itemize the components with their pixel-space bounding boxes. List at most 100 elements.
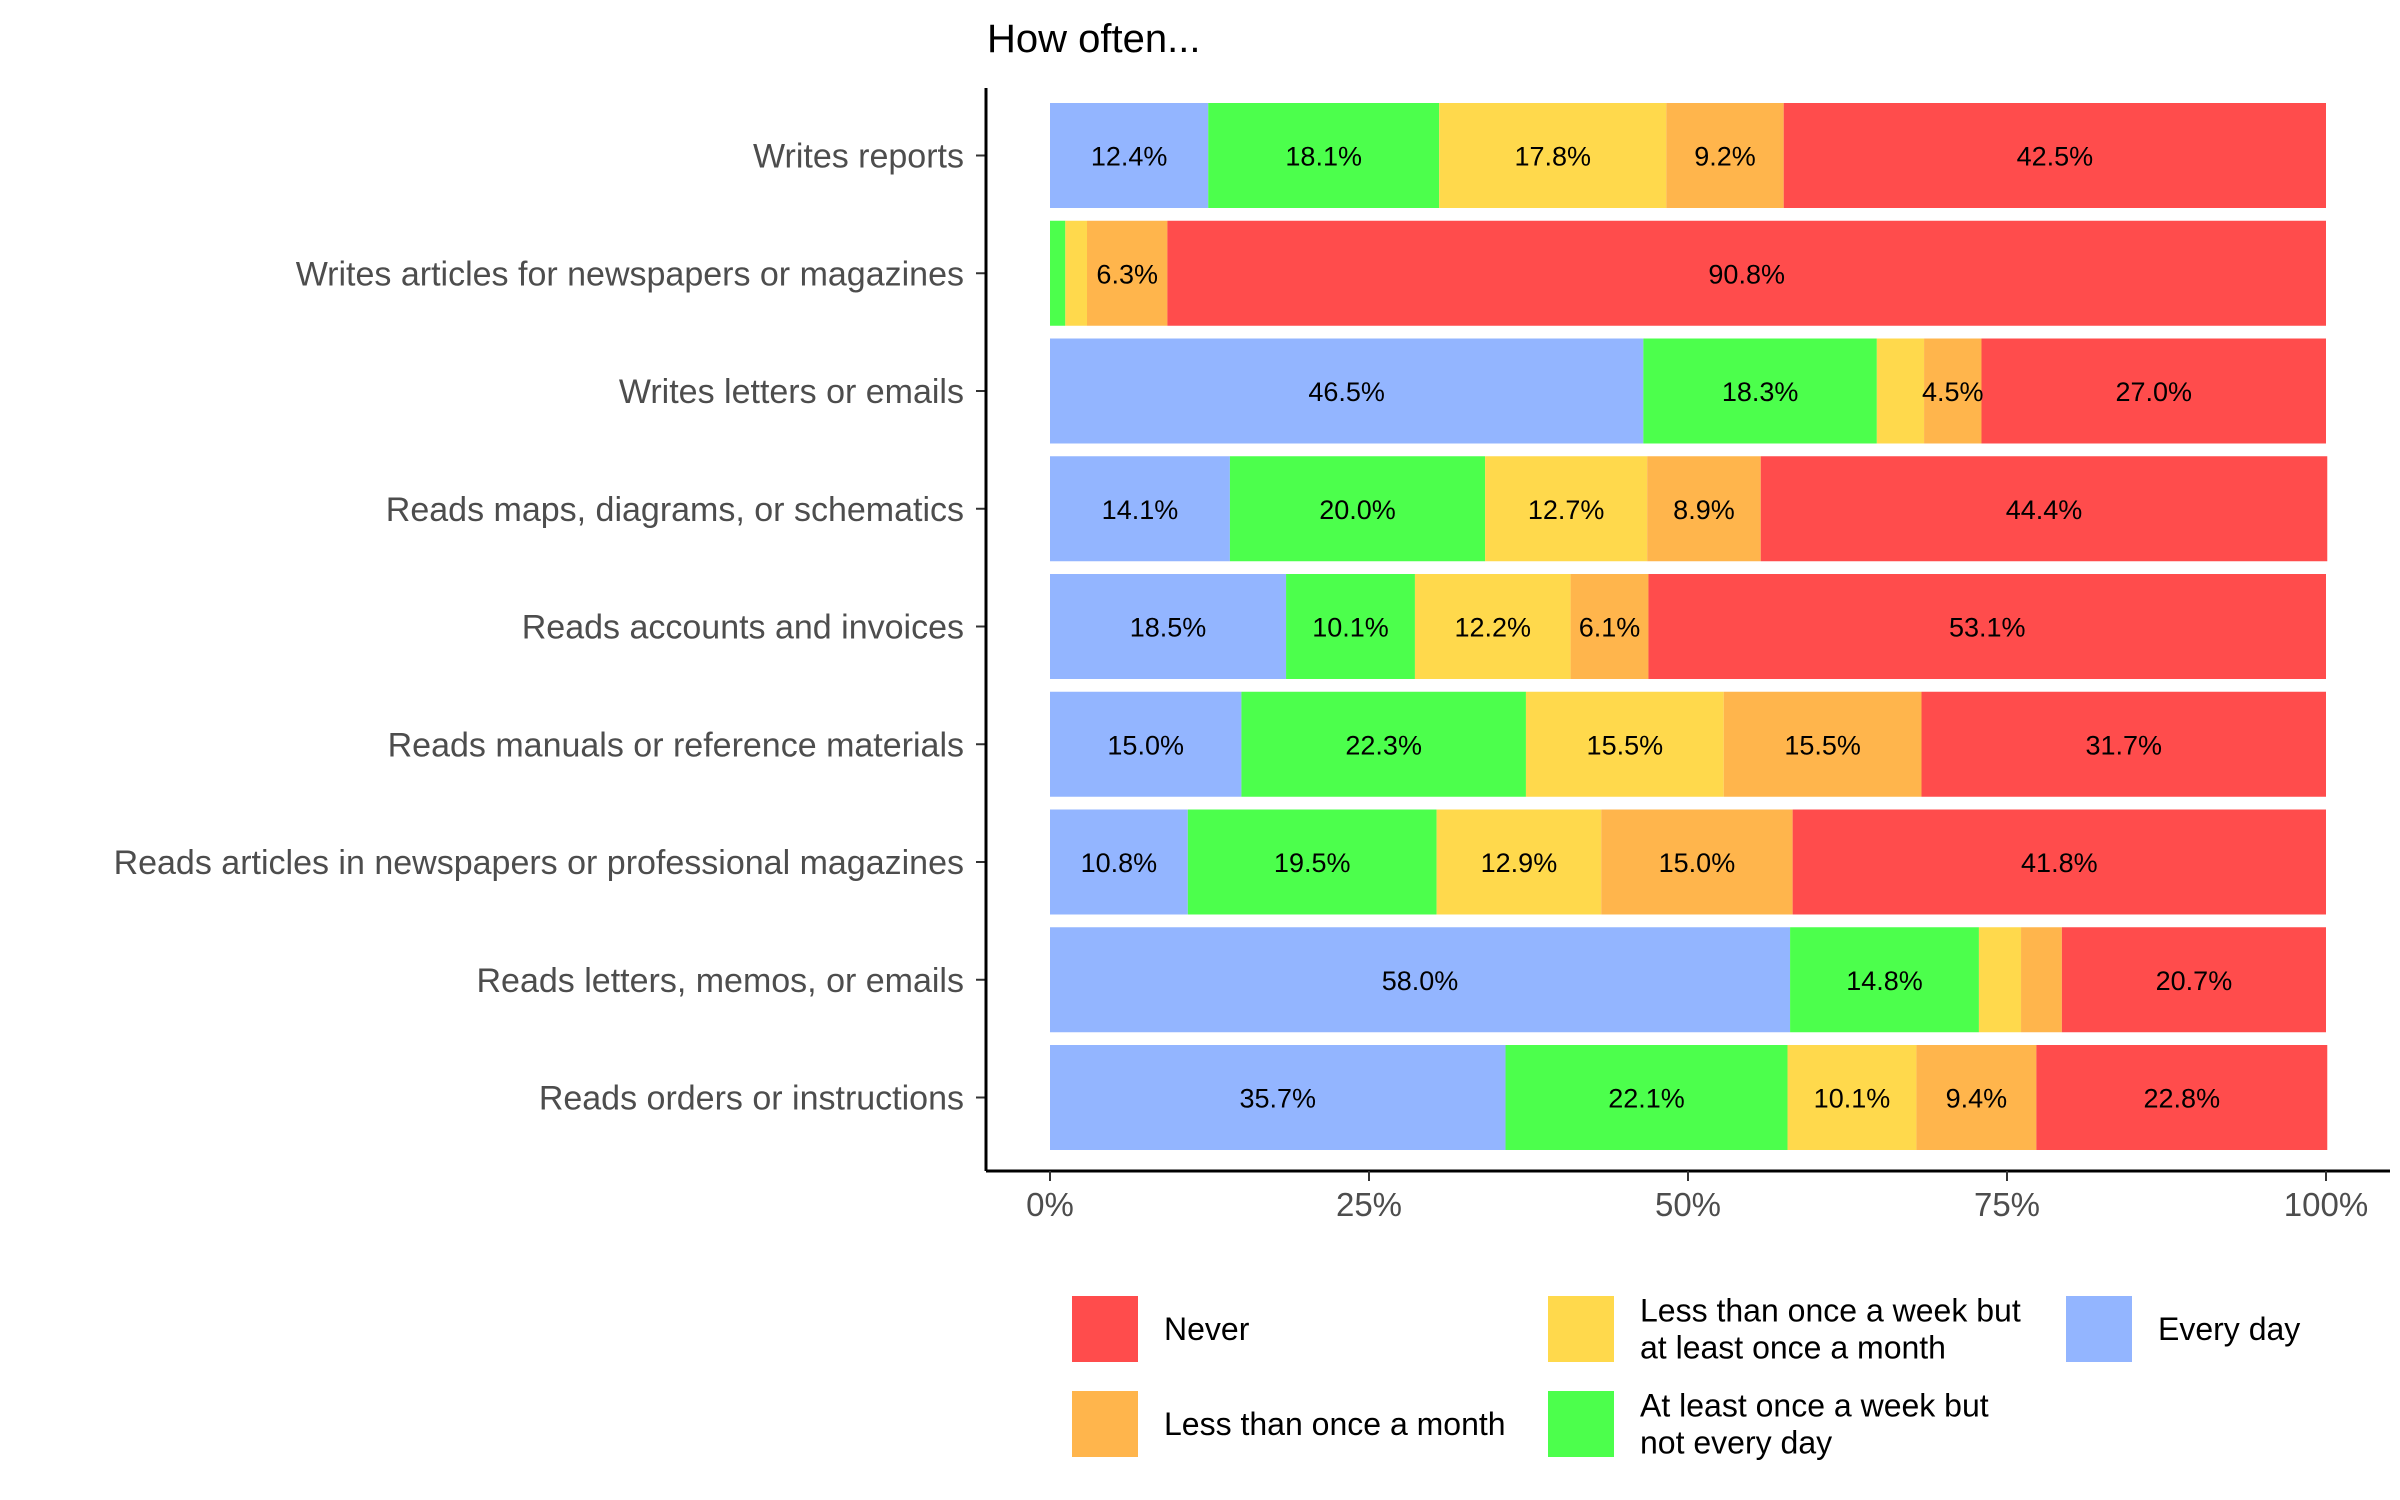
x-tick-label: 75% xyxy=(1974,1186,2040,1223)
category-label: Reads articles in newspapers or professi… xyxy=(114,844,964,882)
category-label: Reads accounts and invoices xyxy=(522,609,964,647)
bar-segment xyxy=(1916,1045,2037,1150)
segment-label: 10.8% xyxy=(1081,848,1158,878)
segment-label: 6.3% xyxy=(1096,259,1158,289)
legend-key xyxy=(1548,1391,1614,1457)
segment-label: 15.0% xyxy=(1107,730,1184,760)
segment-label: 6.1% xyxy=(1579,613,1641,643)
segment-label: 20.0% xyxy=(1319,495,1396,525)
bar-segment xyxy=(2061,927,2326,1033)
segment-label: 15.5% xyxy=(1587,730,1664,760)
category-label: Writes reports xyxy=(753,138,964,176)
segment-label: 22.8% xyxy=(2144,1084,2221,1114)
bar-segment xyxy=(1666,103,1784,208)
segment-label: 12.4% xyxy=(1091,142,1168,172)
bar-segment xyxy=(1050,220,1066,326)
segment-label: 18.1% xyxy=(1285,142,1362,172)
segment-label: 12.9% xyxy=(1481,848,1558,878)
bar-segment xyxy=(1439,103,1667,208)
category-label: Writes articles for newspapers or magazi… xyxy=(296,255,964,293)
bar-segment xyxy=(1050,1045,1506,1150)
segment-label: 18.3% xyxy=(1722,377,1799,407)
segment-label: 8.9% xyxy=(1673,495,1735,525)
segment-label: 17.8% xyxy=(1514,142,1591,172)
legend-label: Every day xyxy=(2158,1311,2300,1347)
segment-label: 46.5% xyxy=(1308,377,1385,407)
segment-label: 10.1% xyxy=(1312,613,1389,643)
bar-segment xyxy=(1783,103,2326,208)
bar-segment xyxy=(1924,338,1982,444)
bar-segment xyxy=(1187,809,1437,915)
segment-label: 9.2% xyxy=(1694,142,1756,172)
bar-segment xyxy=(1760,456,2328,562)
bar-segment xyxy=(1050,338,1644,444)
bar-segment xyxy=(1065,220,1088,326)
category-label: Reads letters, memos, or emails xyxy=(477,962,965,1000)
bar-segment xyxy=(1981,338,2326,444)
bar-segment xyxy=(1787,1045,1917,1150)
legend-key xyxy=(2066,1296,2132,1362)
legend-label: Less than once a week but xyxy=(1640,1293,2021,1329)
bar-segment xyxy=(1167,220,2326,326)
legend-label: Never xyxy=(1164,1311,1250,1347)
bar-segment xyxy=(1505,1045,1788,1150)
segment-label: 35.7% xyxy=(1239,1084,1316,1114)
category-label: Reads manuals or reference materials xyxy=(388,726,964,764)
legend-label: at least once a month xyxy=(1640,1330,1946,1366)
segment-label: 90.8% xyxy=(1708,259,1785,289)
bar-segment xyxy=(1050,927,1791,1033)
legend: Never Less than once a month Less than onc… xyxy=(1072,1293,2300,1461)
bar-segment xyxy=(1723,691,1922,797)
x-tick-label: 0% xyxy=(1026,1186,1074,1223)
bar-segment xyxy=(1241,691,1526,797)
axes-group: 0% 25% 50% 75% 100% xyxy=(976,88,2390,1223)
x-tick-label: 100% xyxy=(2284,1186,2368,1223)
segment-label: 19.5% xyxy=(1274,848,1351,878)
bar-segment xyxy=(1647,456,1761,562)
x-tick-label: 25% xyxy=(1336,1186,1402,1223)
legend-key xyxy=(1072,1296,1138,1362)
bar-segment xyxy=(1525,691,1724,797)
legend-label: not every day xyxy=(1640,1425,1832,1461)
segment-label: 53.1% xyxy=(1949,613,2026,643)
x-tick-label: 50% xyxy=(1655,1186,1721,1223)
segment-label: 58.0% xyxy=(1382,966,1459,996)
bar-segment xyxy=(1921,691,2326,797)
bar-segment xyxy=(1601,809,1793,915)
segment-label: 12.2% xyxy=(1454,613,1531,643)
bar-segment xyxy=(1050,809,1188,915)
bar-segment xyxy=(1050,691,1242,797)
segment-label: 14.8% xyxy=(1846,966,1923,996)
segment-label: 20.7% xyxy=(2156,966,2233,996)
bar-segment xyxy=(1648,574,2326,679)
segment-label: 12.7% xyxy=(1528,495,1605,525)
category-label: Writes letters or emails xyxy=(619,373,964,411)
category-labels-group: Writes reports Writes articles for newspa… xyxy=(114,138,964,1118)
segment-labels-group: 12.4% 18.1% 17.8% 9.2% 42.5% 6.3% 90.8% 46.5% 18… xyxy=(1081,142,2233,1114)
chart-title: How often... xyxy=(987,17,1200,61)
legend-key xyxy=(1548,1296,1614,1362)
category-label: Reads orders or instructions xyxy=(539,1080,964,1118)
bar-segment xyxy=(1485,456,1648,562)
segment-label: 22.3% xyxy=(1345,730,1422,760)
bar-segment xyxy=(1050,574,1287,679)
bar-segment xyxy=(1876,338,1925,444)
segment-label: 15.0% xyxy=(1659,848,1736,878)
bar-segment xyxy=(1436,809,1602,915)
segment-label: 10.1% xyxy=(1814,1084,1891,1114)
segment-label: 42.5% xyxy=(2017,142,2094,172)
legend-label: Less than once a month xyxy=(1164,1406,1506,1442)
bar-segment xyxy=(2036,1045,2328,1150)
bars-group xyxy=(1050,103,2328,1150)
bar-segment xyxy=(1978,927,2022,1033)
segment-label: 22.1% xyxy=(1608,1084,1685,1114)
segment-label: 18.5% xyxy=(1130,613,1207,643)
bar-segment xyxy=(1229,456,1486,562)
legend-label: At least once a week but xyxy=(1640,1388,1989,1424)
bar-segment xyxy=(1414,574,1571,679)
bar-segment xyxy=(1050,103,1209,208)
segment-label: 9.4% xyxy=(1946,1084,2008,1114)
segment-label: 44.4% xyxy=(2006,495,2083,525)
bar-segment xyxy=(1087,220,1168,326)
